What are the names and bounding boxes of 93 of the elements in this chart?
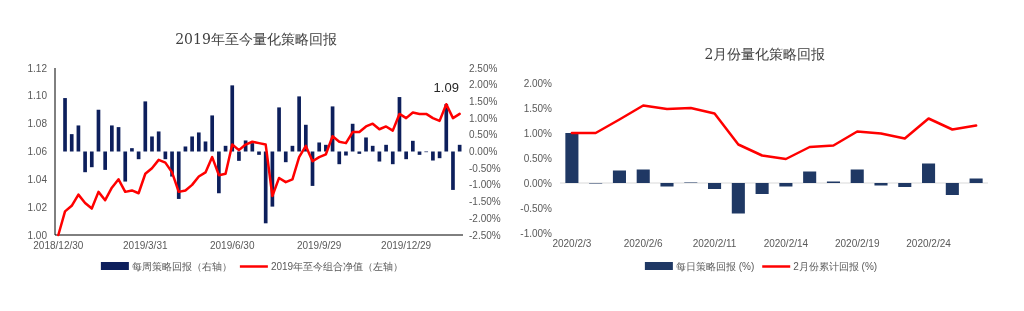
bar (431, 151, 435, 161)
bar (384, 144, 388, 152)
bar (283, 151, 288, 163)
bar (370, 145, 375, 152)
x-tick-label: 2020/2/24 (906, 238, 952, 249)
bar (565, 133, 579, 183)
bar (874, 183, 888, 186)
bar (945, 183, 959, 195)
y2-tick-label: 2.50% (469, 62, 498, 74)
x-tick-label: 2020/2/14 (763, 238, 809, 249)
line-series (570, 104, 978, 161)
bar (130, 148, 134, 152)
bar (922, 163, 936, 183)
bar (411, 140, 415, 152)
bar (250, 143, 255, 152)
bar (89, 151, 94, 168)
y2-tick-label: -2.00% (469, 212, 501, 224)
y2-tick-label: -1.00% (469, 179, 501, 191)
bar (344, 151, 348, 156)
bar (196, 132, 201, 152)
y-tick-label: 1.10 (27, 90, 48, 102)
chart-title: 2019年至今量化策略回报 (175, 31, 337, 47)
y-tick-label: 1.00% (523, 127, 553, 139)
bar (217, 151, 221, 194)
bar (210, 115, 215, 152)
bar (898, 183, 912, 187)
bar (779, 183, 793, 187)
y2-tick-label: -2.50% (469, 229, 501, 241)
y-tick-label: -0.50% (520, 202, 553, 214)
bar (731, 183, 745, 214)
x-tick-label: 2019/9/29 (296, 240, 342, 251)
bar (337, 151, 342, 165)
y2-tick-label: -0.50% (469, 162, 501, 174)
y-tick-label: -1.00% (520, 227, 553, 239)
y2-tick-label: 1.50% (469, 95, 498, 107)
bar (297, 96, 301, 152)
bar (364, 137, 368, 152)
y-tick-label: 1.00 (27, 229, 48, 241)
bar (404, 151, 408, 160)
bar (143, 101, 148, 152)
data-label: 1.09 (433, 80, 459, 96)
y-tick-label: 1.08 (27, 118, 48, 130)
bar (230, 85, 235, 152)
y-tick-label: 1.50% (523, 102, 553, 114)
y2-tick-label: 2.00% (469, 79, 498, 91)
bar (263, 151, 268, 224)
y2-tick-label: -1.50% (469, 196, 501, 208)
bar (708, 183, 722, 189)
y2-tick-label: 1.00% (469, 112, 498, 124)
bar (190, 136, 194, 152)
bar (451, 151, 455, 190)
chart-title: 2月份量化策略回报 (704, 46, 826, 62)
x-tick-label: 2020/2/6 (623, 238, 664, 249)
legend-label: 每周策略回报（右轴） (131, 261, 232, 272)
y2-tick-label: 0.00% (469, 146, 498, 157)
legend-label: 每日策略回报 (%) (675, 261, 755, 272)
x-tick-label: 2019/6/30 (210, 240, 255, 251)
x-tick-label: 2020/2/19 (834, 238, 880, 249)
bar (156, 131, 161, 152)
x-tick-label: 2020/2/11 (692, 238, 737, 249)
y-tick-label: 1.12 (27, 62, 48, 74)
y-tick-label: 2.00% (523, 77, 553, 89)
x-tick-label: 2019/3/31 (123, 240, 168, 251)
bar (83, 151, 87, 173)
bar (636, 169, 650, 183)
bar (277, 107, 281, 152)
x-tick-label: 2018/12/30 (33, 240, 84, 251)
bar (755, 183, 769, 194)
bar (103, 151, 107, 170)
bar (123, 151, 128, 182)
legend-label: 2月份累计回报 (%) (793, 261, 878, 272)
bar (612, 170, 626, 183)
bar (69, 134, 74, 152)
bar (63, 98, 67, 152)
bar (150, 136, 154, 152)
y-tick-label: 1.02 (27, 201, 48, 213)
bar (110, 125, 114, 152)
x-tick-label: 2020/2/3 (552, 238, 592, 249)
bar (390, 151, 395, 165)
bar (850, 169, 864, 183)
y-tick-label: 1.06 (27, 146, 48, 157)
bar (660, 183, 674, 187)
legend-label: 2019年至今组合净值（左轴） (270, 261, 404, 272)
y2-tick-label: 0.50% (469, 129, 498, 141)
y-tick-label: 0.50% (523, 152, 553, 164)
bar (803, 171, 817, 183)
y-tick-label: 0.00% (523, 177, 553, 189)
bar (183, 146, 188, 152)
x-tick-label: 2019/12/29 (381, 240, 432, 251)
y-tick-label: 1.04 (27, 173, 48, 185)
bar (257, 151, 261, 155)
bar (317, 142, 322, 152)
bar (237, 151, 241, 161)
